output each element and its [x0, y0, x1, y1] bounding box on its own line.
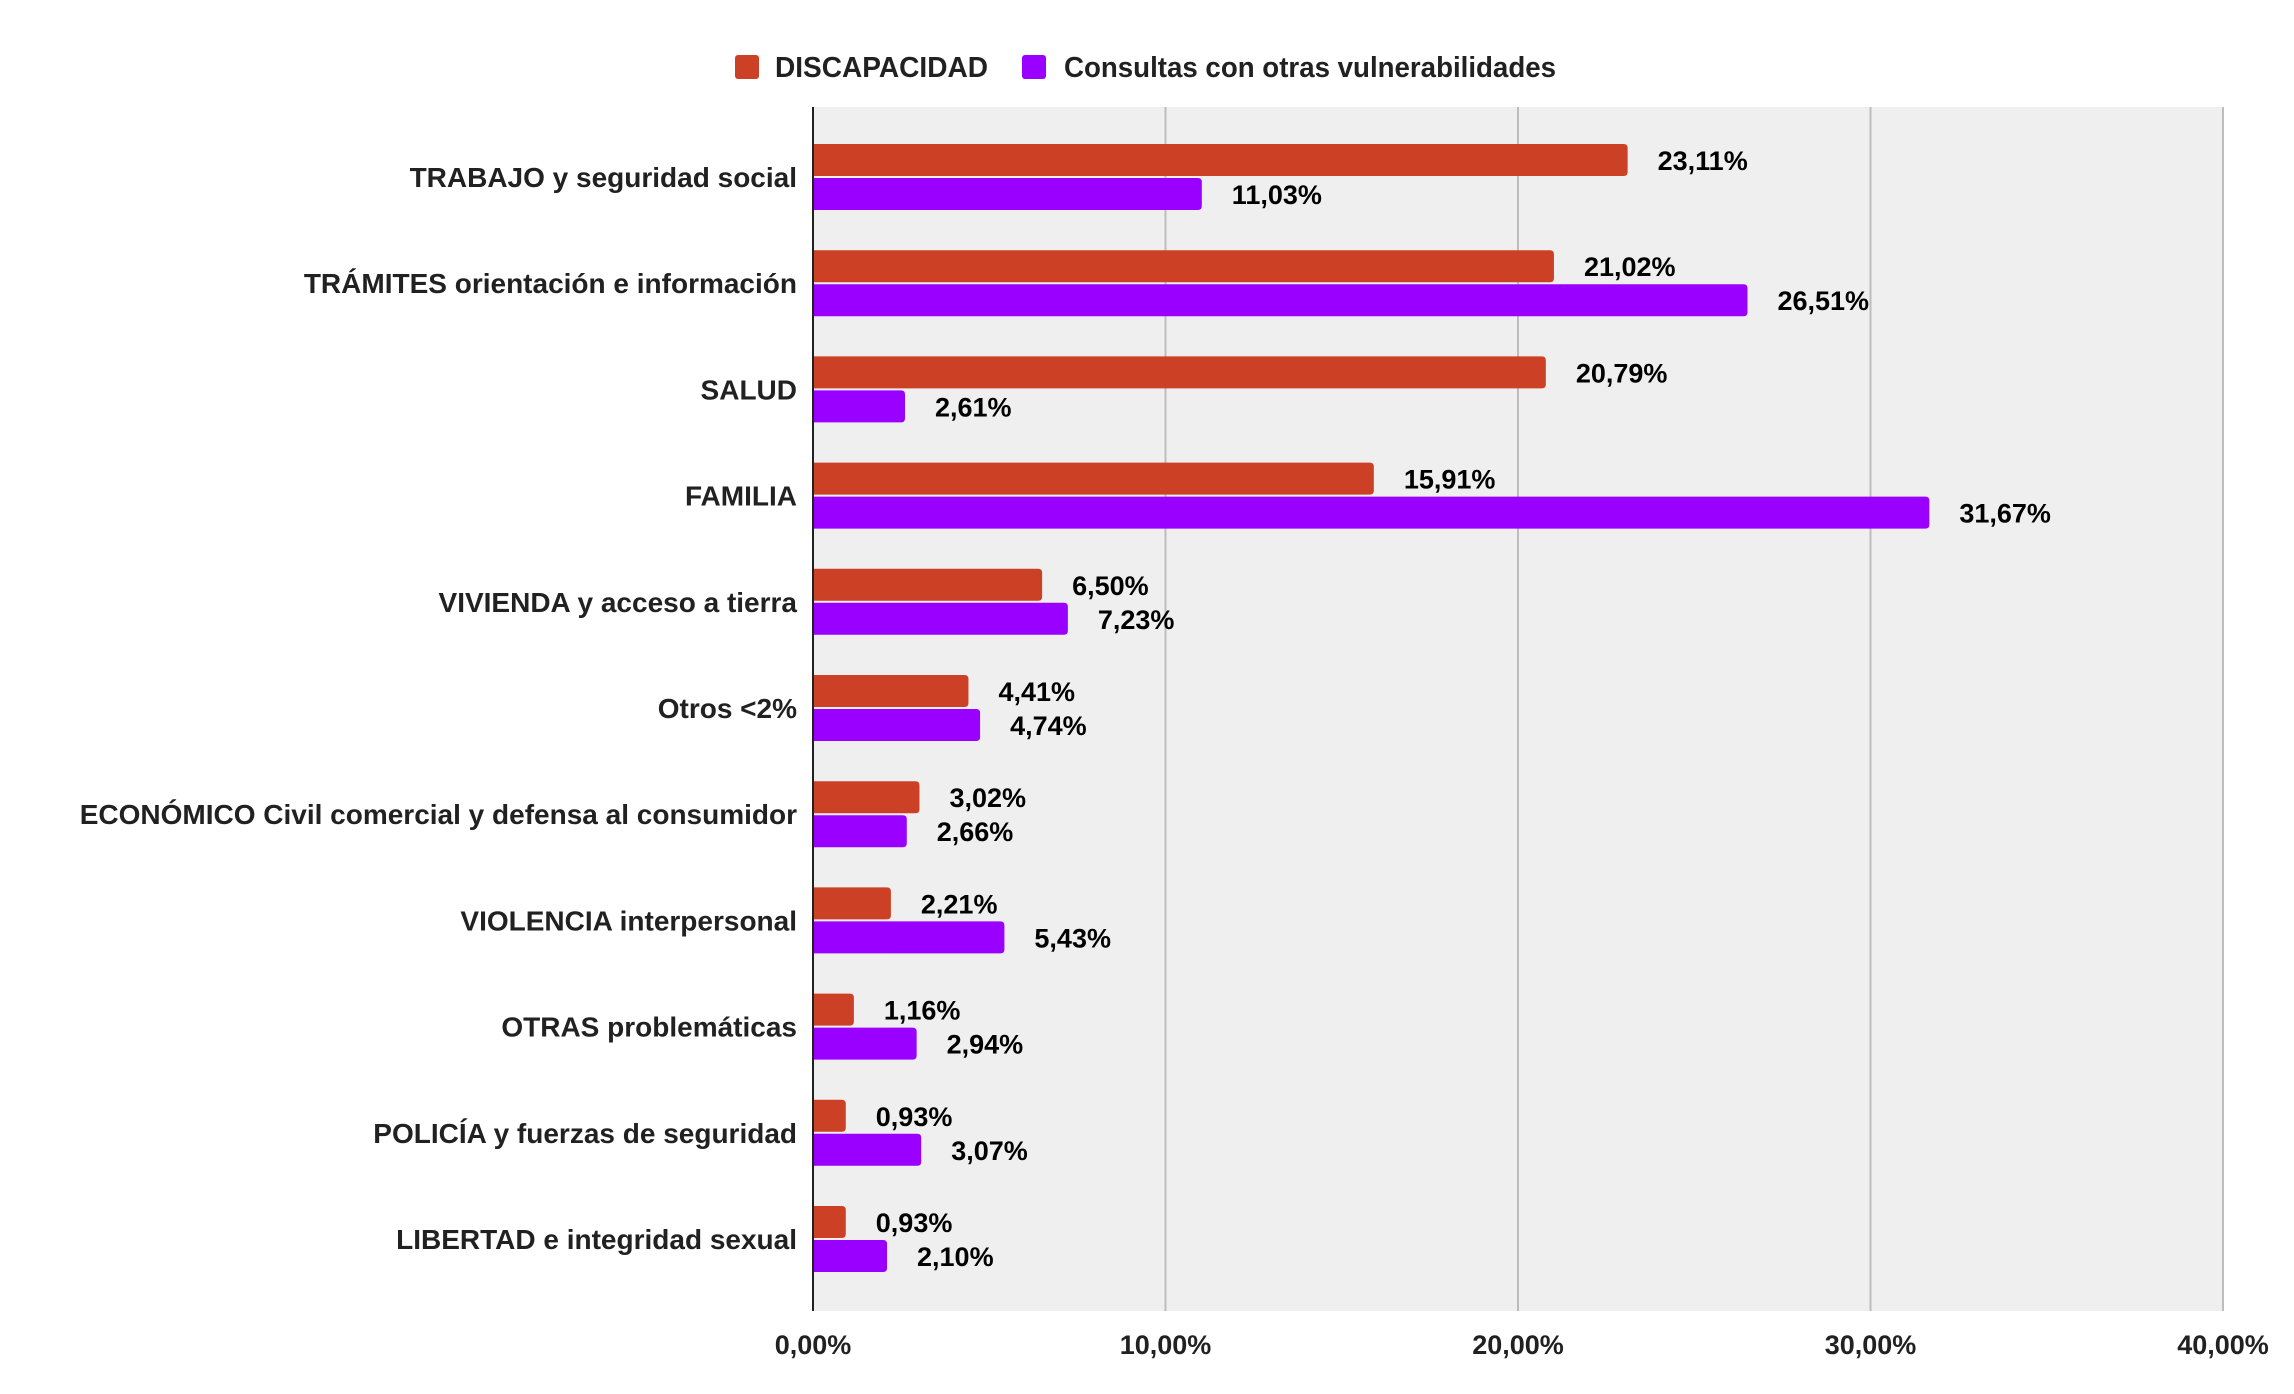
- category-label-salud: SALUD: [701, 374, 797, 405]
- bar-discapacidad-economico-civil-comercial-y-defensa-al-consumidor: [813, 781, 920, 814]
- data-label-consultas-con-otras-vulnerabilidades-violencia-interpersonal: 5,43%: [1034, 923, 1111, 953]
- category-label-libertad-e-integridad-sexual: LIBERTAD e integridad sexual: [396, 1224, 797, 1255]
- bar-consultas-con-otras-vulnerabilidades-otros-2: [813, 709, 981, 741]
- category-label-otras-problematicas: OTRAS problemáticas: [501, 1012, 797, 1043]
- data-label-discapacidad-policia-y-fuerzas-de-seguridad: 0,93%: [876, 1102, 953, 1132]
- data-label-consultas-con-otras-vulnerabilidades-otras-problematicas: 2,94%: [947, 1030, 1024, 1060]
- data-label-consultas-con-otras-vulnerabilidades-tramites-orientacion-e-informacion: 26,51%: [1777, 286, 1869, 316]
- bar-consultas-con-otras-vulnerabilidades-otras-problematicas: [813, 1027, 917, 1060]
- bar-discapacidad-policia-y-fuerzas-de-seguridad: [813, 1099, 846, 1132]
- data-label-consultas-con-otras-vulnerabilidades-salud: 2,61%: [935, 392, 1012, 422]
- legend: DISCAPACIDAD Consultas con otras vulnera…: [735, 52, 1556, 84]
- legend-swatch-otras-vulnerabilidades: [1022, 55, 1046, 79]
- category-label-tramites-orientacion-e-informacion: TRÁMITES orientación e información: [304, 268, 797, 299]
- bar-consultas-con-otras-vulnerabilidades-tramites-orientacion-e-informacion: [813, 284, 1748, 317]
- data-label-discapacidad-familia: 15,91%: [1404, 465, 1496, 495]
- category-label-violencia-interpersonal: VIOLENCIA interpersonal: [460, 905, 797, 936]
- bar-consultas-con-otras-vulnerabilidades-violencia-interpersonal: [813, 921, 1005, 954]
- data-label-consultas-con-otras-vulnerabilidades-otros-2: 4,74%: [1010, 711, 1087, 741]
- x-tick-label: 30,00%: [1825, 1330, 1917, 1360]
- category-label-economico-civil-comercial-y-defensa-al-consumidor: ECONÓMICO Civil comercial y defensa al c…: [80, 799, 797, 830]
- bar-consultas-con-otras-vulnerabilidades-familia: [813, 496, 1930, 529]
- bar-discapacidad-violencia-interpersonal: [813, 887, 891, 920]
- data-label-discapacidad-trabajo-y-seguridad-social: 23,11%: [1658, 146, 1748, 176]
- category-label-policia-y-fuerzas-de-seguridad: POLICÍA y fuerzas de seguridad: [373, 1118, 797, 1149]
- category-label-trabajo-y-seguridad-social: TRABAJO y seguridad social: [410, 162, 797, 193]
- bar-consultas-con-otras-vulnerabilidades-vivienda-y-acceso-a-tierra: [813, 602, 1068, 635]
- legend-label-otras-vulnerabilidades: Consultas con otras vulnerabilidades: [1064, 52, 1556, 84]
- bar-discapacidad-familia: [813, 462, 1374, 495]
- bar-consultas-con-otras-vulnerabilidades-trabajo-y-seguridad-social: [813, 178, 1202, 210]
- bar-discapacidad-libertad-e-integridad-sexual: [813, 1206, 846, 1238]
- bar-consultas-con-otras-vulnerabilidades-salud: [813, 390, 906, 423]
- category-label-familia: FAMILIA: [685, 481, 797, 512]
- x-tick-label: 10,00%: [1120, 1330, 1212, 1360]
- bar-discapacidad-trabajo-y-seguridad-social: [813, 144, 1628, 176]
- data-label-discapacidad-tramites-orientacion-e-informacion: 21,02%: [1584, 252, 1676, 282]
- data-label-consultas-con-otras-vulnerabilidades-policia-y-fuerzas-de-seguridad: 3,07%: [951, 1136, 1028, 1166]
- x-tick-label: 0,00%: [775, 1330, 852, 1360]
- x-axis-tick-labels: 0,00% 10,00% 20,00% 30,00% 40,00%: [775, 1330, 2269, 1360]
- bar-discapacidad-salud: [813, 356, 1546, 389]
- bar-discapacidad-tramites-orientacion-e-informacion: [813, 250, 1554, 283]
- data-label-discapacidad-economico-civil-comercial-y-defensa-al-consumidor: 3,02%: [949, 783, 1026, 813]
- bar-consultas-con-otras-vulnerabilidades-economico-civil-comercial-y-defensa-al-consumidor: [813, 815, 907, 848]
- data-label-consultas-con-otras-vulnerabilidades-economico-civil-comercial-y-defensa-al-consumidor: 2,66%: [937, 817, 1014, 847]
- category-labels: TRABAJO y seguridad social TRÁMITES orien…: [80, 162, 798, 1255]
- bar-discapacidad-otros-2: [813, 675, 969, 707]
- data-label-consultas-con-otras-vulnerabilidades-libertad-e-integridad-sexual: 2,10%: [917, 1242, 994, 1272]
- data-label-discapacidad-salud: 20,79%: [1576, 358, 1668, 388]
- x-tick-label: 40,00%: [2177, 1330, 2269, 1360]
- data-labels: 23,11% 11,03% 21,02% 26,51% 20,79% 2,61% 15,91…: [876, 146, 2051, 1272]
- data-label-discapacidad-libertad-e-integridad-sexual: 0,93%: [876, 1208, 953, 1238]
- legend-swatch-discapacidad: [735, 55, 759, 79]
- data-label-discapacidad-vivienda-y-acceso-a-tierra: 6,50%: [1072, 571, 1149, 601]
- data-label-consultas-con-otras-vulnerabilidades-familia: 31,67%: [1959, 499, 2051, 529]
- category-label-otros-2: Otros <2%: [658, 693, 797, 724]
- data-label-consultas-con-otras-vulnerabilidades-vivienda-y-acceso-a-tierra: 7,23%: [1098, 605, 1175, 635]
- legend-label-discapacidad: DISCAPACIDAD: [775, 52, 988, 84]
- data-label-discapacidad-otros-2: 4,41%: [998, 677, 1075, 707]
- category-label-vivienda-y-acceso-a-tierra: VIVIENDA y acceso a tierra: [439, 587, 798, 618]
- bar-consultas-con-otras-vulnerabilidades-policia-y-fuerzas-de-seguridad: [813, 1133, 922, 1166]
- x-tick-label: 20,00%: [1472, 1330, 1564, 1360]
- data-label-discapacidad-otras-problematicas: 1,16%: [884, 996, 961, 1026]
- data-label-consultas-con-otras-vulnerabilidades-trabajo-y-seguridad-social: 11,03%: [1232, 180, 1322, 210]
- bar-consultas-con-otras-vulnerabilidades-libertad-e-integridad-sexual: [813, 1240, 888, 1272]
- bar-discapacidad-vivienda-y-acceso-a-tierra: [813, 568, 1043, 601]
- bars: [813, 144, 1930, 1272]
- data-label-discapacidad-violencia-interpersonal: 2,21%: [921, 889, 998, 919]
- bar-discapacidad-otras-problematicas: [813, 993, 854, 1026]
